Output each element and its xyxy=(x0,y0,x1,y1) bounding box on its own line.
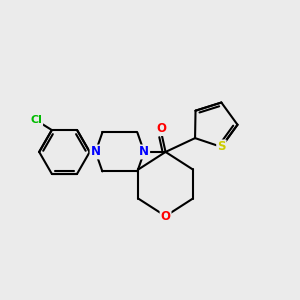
Text: N: N xyxy=(139,146,149,158)
Text: N: N xyxy=(91,146,100,158)
Text: O: O xyxy=(157,122,167,135)
Text: O: O xyxy=(160,210,171,223)
Text: Cl: Cl xyxy=(30,115,42,125)
Text: S: S xyxy=(217,140,226,153)
